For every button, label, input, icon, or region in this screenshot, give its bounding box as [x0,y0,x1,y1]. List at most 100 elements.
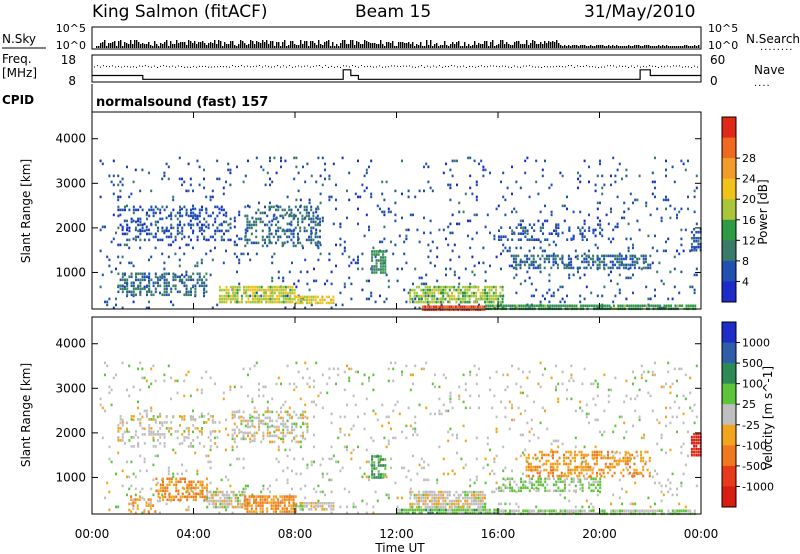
echo-cell [229,183,232,187]
noise-bar [432,46,434,48]
echo-cell [606,304,609,308]
echo-cell [339,225,342,229]
echo-cell [511,210,513,214]
echo-cell [418,496,420,500]
echo-cell [451,406,454,410]
echo-cell [697,230,700,234]
echo-cell [128,208,131,212]
echo-cell [145,228,148,232]
echo-cell [581,254,584,258]
nave-point [433,65,434,67]
echo-cell [332,295,335,299]
echo-cell [324,282,326,286]
echo-cell [383,210,386,214]
echo-cell [163,293,166,297]
echo-cell [467,156,469,160]
echo-cell [346,445,348,449]
echo-cell [424,285,427,289]
echo-cell [418,240,421,244]
echo-cell [452,305,455,308]
echo-cell [227,168,230,172]
echo-cell [141,272,144,276]
echo-cell [352,394,355,398]
echo-cell [506,249,509,253]
echo-cell [305,208,308,212]
echo-cell [449,391,452,395]
y-tick-label: 3000 [55,176,86,190]
echo-cell [186,498,189,502]
echo-cell [251,422,254,426]
echo-cell [150,487,153,491]
echo-cell [280,159,282,163]
noise-bar [502,40,504,48]
echo-cell [330,421,333,425]
echo-cell [134,475,137,479]
echo-cell [172,475,175,479]
echo-cell [188,483,191,487]
echo-cell [292,241,295,245]
echo-cell [165,205,168,209]
echo-cell [288,222,291,226]
echo-cell [264,223,266,227]
echo-cell [585,415,588,419]
echo-cell [470,502,473,506]
noise-bar [340,43,342,48]
echo-cell [654,288,656,292]
echo-cell [301,502,304,505]
echo-cell [162,480,164,484]
echo-cell [150,382,153,386]
echo-cell [693,233,696,237]
echo-cell [279,504,282,507]
echo-cell [680,159,683,163]
echo-cell [610,183,612,187]
echo-cell [587,263,590,267]
echo-cell [319,252,322,256]
echo-cell [316,217,319,221]
echo-cell [121,439,124,442]
echo-cell [446,502,449,506]
echo-cell [314,232,317,236]
echo-cell [526,270,529,274]
echo-cell [652,304,655,308]
echo-cell [373,461,376,464]
echo-cell [214,246,216,250]
echo-cell [198,278,201,282]
echo-cell [448,285,451,289]
echo-cell [139,388,142,392]
echo-cell [185,208,188,212]
echo-cell [143,427,146,431]
echo-cell [627,222,630,226]
echo-cell [614,424,617,428]
noise-bar [218,40,220,48]
echo-cell [271,180,274,184]
echo-cell [262,291,265,295]
echo-cell [284,410,287,414]
echo-cell [190,418,192,421]
echo-cell [603,183,606,187]
echo-cell [435,308,438,311]
echo-cell [532,257,535,261]
noise-bar [462,46,464,48]
noise-bar [180,42,182,48]
echo-cell [660,436,663,440]
echo-cell [306,282,309,286]
echo-cell [632,201,634,205]
noise-bar [248,44,250,48]
noise-bar [698,45,700,48]
nave-point [193,66,194,68]
noise-bar [460,46,462,48]
echo-cell [586,238,588,241]
echo-cell [603,475,606,479]
echo-cell [163,261,166,265]
echo-cell [667,198,670,202]
echo-cell [341,303,344,307]
echo-cell [427,294,430,298]
echo-cell [435,285,438,289]
echo-cell [188,495,191,499]
echo-cell [596,418,599,422]
echo-cell [411,490,414,494]
echo-cell [126,165,128,169]
echo-cell [453,273,456,277]
echo-cell [154,275,157,279]
echo-cell [272,510,275,513]
